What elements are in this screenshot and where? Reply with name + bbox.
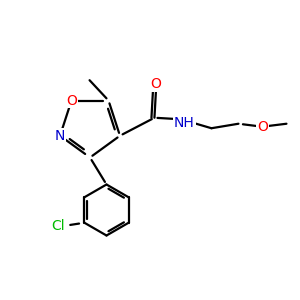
Text: O: O <box>151 77 161 91</box>
Text: Cl: Cl <box>52 219 65 233</box>
Text: N: N <box>55 129 65 143</box>
Text: O: O <box>257 120 268 134</box>
Text: NH: NH <box>174 116 195 130</box>
Text: O: O <box>66 94 77 107</box>
